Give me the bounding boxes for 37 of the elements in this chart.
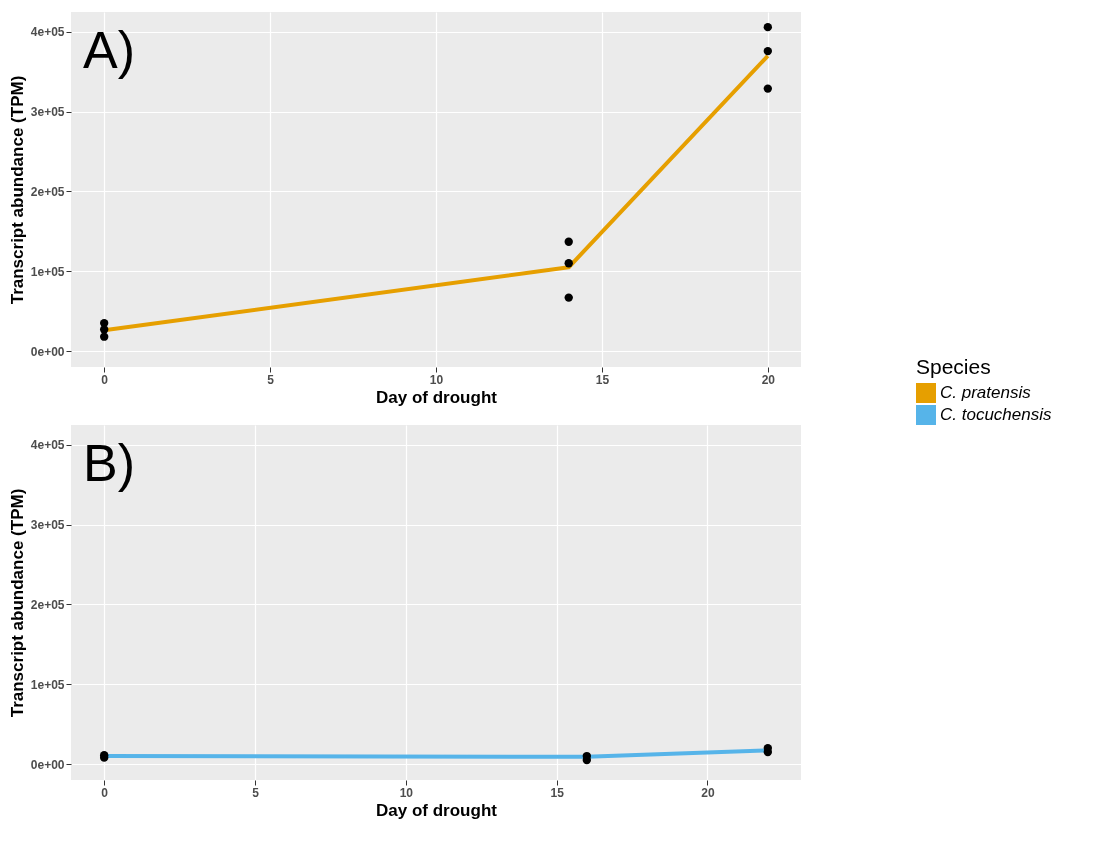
x-tick-label: 0: [101, 785, 109, 800]
x-tick-label: 20: [701, 785, 715, 800]
x-axis-title: Day of drought: [376, 387, 498, 407]
y-tick-label: 3e+05: [30, 518, 65, 533]
x-tick-label: 10: [399, 785, 414, 800]
x-tick-label: 5: [267, 372, 275, 387]
y-tick-label: 1e+05: [30, 264, 65, 279]
x-tick-label: 15: [550, 785, 565, 800]
x-tick-label: 10: [429, 372, 444, 387]
point: [100, 332, 109, 341]
x-tick-label: 20: [761, 372, 776, 387]
y-axis-title: Transcript abundance (TPM): [7, 488, 27, 718]
annotation: B): [83, 434, 135, 492]
point: [564, 237, 573, 246]
y-axis-title: Transcript abundance (TPM): [7, 75, 27, 305]
x-tick-label: 15: [595, 372, 610, 387]
legend-label: C. tocuchensis: [940, 405, 1052, 424]
point: [763, 84, 772, 93]
y-tick-label: 4e+05: [30, 25, 65, 40]
x-tick-label: 0: [101, 372, 109, 387]
point: [763, 46, 772, 56]
x-axis-title: Day of drought: [376, 800, 498, 820]
point: [564, 259, 573, 268]
x-tick-label: 5: [252, 785, 260, 800]
legend-label: C. pratensis: [940, 383, 1032, 402]
legend-title: Species: [916, 355, 991, 378]
y-tick-label: 3e+05: [30, 105, 65, 120]
point: [763, 22, 772, 32]
y-tick-label: 1e+05: [30, 677, 65, 692]
point: [564, 293, 573, 302]
annotation: A): [83, 21, 135, 79]
y-tick-label: 0e+00: [30, 344, 65, 359]
y-tick-label: 4e+05: [30, 438, 65, 453]
y-tick-label: 0e+00: [30, 757, 65, 772]
point: [100, 325, 109, 334]
y-tick-label: 2e+05: [30, 184, 65, 199]
y-tick-label: 2e+05: [30, 597, 65, 612]
